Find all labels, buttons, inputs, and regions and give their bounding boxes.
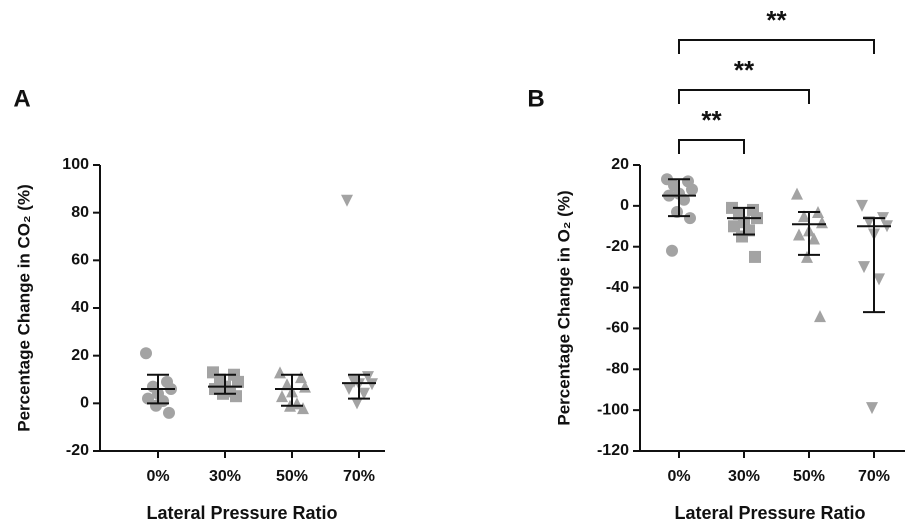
data-point (793, 228, 805, 241)
y-tick-label: 0 (80, 395, 89, 412)
data-point (142, 392, 154, 405)
data-point (749, 250, 761, 263)
y-axis-label: Percentage Change in CO₂ (%) (14, 184, 33, 432)
y-tick-label: -80 (606, 361, 629, 378)
y-axis-label: Percentage Change in O₂ (%) (554, 190, 573, 425)
data-point (736, 230, 748, 243)
data-point (814, 310, 826, 323)
y-tick-label: -20 (66, 442, 89, 459)
data-point (341, 194, 353, 207)
data-point (232, 375, 244, 388)
data-point (816, 216, 828, 229)
y-tick-label: -120 (597, 442, 629, 459)
y-tick-label: 80 (71, 204, 89, 221)
data-point (801, 250, 813, 263)
significance-label: ** (734, 55, 755, 85)
y-tick-label: 40 (71, 299, 89, 316)
data-point (276, 390, 288, 403)
x-tick-label: 30% (728, 468, 760, 485)
data-point (684, 212, 696, 225)
significance-label: ** (766, 5, 787, 35)
y-tick-label: 0 (620, 197, 629, 214)
x-tick-label: 0% (146, 468, 169, 485)
data-point (297, 402, 309, 415)
y-tick-label: 60 (71, 252, 89, 269)
x-tick-label: 30% (209, 468, 241, 485)
y-tick-label: 20 (611, 156, 629, 173)
data-point (295, 371, 307, 384)
data-point (808, 232, 820, 245)
y-tick-label: 20 (71, 347, 89, 364)
data-point (863, 216, 875, 229)
panel-label: B (527, 85, 544, 112)
significance-bracket (678, 89, 810, 104)
data-point (873, 273, 885, 286)
panel-label: A (13, 85, 30, 112)
data-point (858, 261, 870, 274)
y-tick-label: -40 (606, 279, 629, 296)
significance-label: ** (701, 105, 722, 135)
data-point (274, 366, 286, 379)
x-tick-label: 70% (858, 468, 890, 485)
y-tick-label: -60 (606, 320, 629, 337)
data-point (798, 210, 810, 223)
data-point (351, 397, 363, 410)
y-tick-label: -100 (597, 401, 629, 418)
data-point (728, 220, 740, 233)
y-tick-label: -20 (606, 238, 629, 255)
data-point (163, 406, 175, 419)
data-point (666, 244, 678, 257)
x-tick-label: 50% (793, 468, 825, 485)
y-tick-label: 100 (62, 156, 89, 173)
data-point (366, 378, 378, 391)
x-tick-label: 70% (343, 468, 375, 485)
data-point (358, 387, 370, 400)
x-axis-label: Lateral Pressure Ratio (146, 503, 337, 523)
data-point (686, 183, 698, 196)
data-point (791, 187, 803, 200)
x-tick-label: 0% (667, 468, 690, 485)
data-point (140, 347, 152, 360)
data-point (343, 383, 355, 396)
significance-bracket (678, 39, 875, 54)
data-point (281, 378, 293, 391)
x-axis-label: Lateral Pressure Ratio (674, 503, 865, 523)
data-point (150, 399, 162, 412)
x-tick-label: 50% (276, 468, 308, 485)
data-point (230, 390, 242, 403)
significance-bracket (678, 139, 745, 154)
data-point (678, 193, 690, 206)
data-point (856, 199, 868, 212)
data-point (866, 402, 878, 415)
